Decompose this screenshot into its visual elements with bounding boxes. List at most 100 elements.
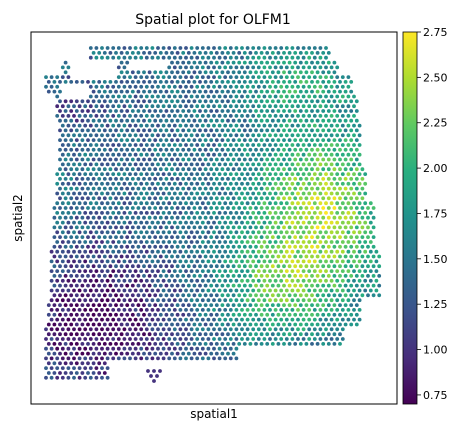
spot	[111, 249, 116, 254]
spot	[178, 172, 183, 177]
spot	[354, 138, 359, 143]
spot	[125, 303, 130, 307]
spot	[77, 375, 82, 380]
spot	[332, 293, 337, 298]
spot	[139, 220, 144, 225]
spot	[128, 162, 132, 167]
spot	[133, 191, 138, 196]
spot	[74, 274, 79, 278]
spot	[108, 303, 113, 307]
spot	[310, 312, 314, 317]
spot	[72, 201, 76, 206]
spot	[130, 254, 135, 259]
spot	[170, 167, 174, 172]
spot	[220, 254, 225, 259]
spot	[312, 230, 317, 235]
spot	[58, 186, 62, 191]
colorbar-ticks: 0.751.001.251.501.752.002.252.502.75	[417, 26, 448, 402]
spot	[287, 254, 292, 259]
spot	[321, 177, 326, 181]
spot	[318, 308, 323, 312]
spot	[363, 259, 368, 264]
spot	[245, 84, 250, 89]
spot	[102, 361, 107, 366]
spot	[195, 181, 200, 186]
spot	[321, 322, 326, 327]
spot	[223, 75, 228, 79]
spot	[142, 177, 146, 181]
spot	[220, 225, 225, 230]
spot	[245, 308, 250, 312]
spot	[97, 274, 102, 278]
spot	[161, 143, 166, 147]
spot	[284, 191, 289, 196]
spot	[234, 133, 239, 138]
spot	[142, 303, 146, 307]
spot	[273, 104, 278, 109]
spot	[175, 147, 180, 152]
spot	[240, 152, 244, 157]
spot	[52, 293, 57, 298]
spot	[338, 225, 342, 230]
spot	[100, 220, 104, 225]
spot	[102, 274, 107, 278]
spot	[66, 327, 71, 332]
spot	[228, 55, 233, 60]
spot	[310, 157, 314, 162]
spot	[298, 157, 303, 162]
spot	[248, 225, 253, 230]
spot	[304, 89, 309, 94]
spot	[178, 162, 183, 167]
spot	[262, 230, 267, 235]
spot	[312, 317, 317, 322]
spot	[72, 114, 76, 118]
spot	[248, 264, 253, 269]
spot	[147, 254, 152, 259]
spot	[91, 80, 96, 84]
spot	[74, 361, 79, 366]
spot	[164, 157, 169, 162]
spot	[335, 94, 340, 99]
spot	[268, 308, 272, 312]
spot	[228, 337, 233, 341]
spot	[251, 46, 256, 50]
spot	[186, 283, 191, 288]
spot	[206, 356, 211, 361]
spot	[58, 351, 62, 356]
spot	[164, 109, 169, 113]
spot	[60, 278, 65, 283]
spot	[119, 177, 124, 181]
spot	[234, 84, 239, 89]
spot	[94, 259, 99, 264]
spot	[184, 201, 188, 206]
spot	[86, 293, 90, 298]
spot	[212, 259, 216, 264]
spot	[86, 186, 90, 191]
spot	[91, 332, 96, 337]
spot	[217, 84, 222, 89]
spot	[156, 249, 160, 254]
spot	[192, 186, 197, 191]
spot	[158, 177, 163, 181]
spot	[147, 264, 152, 269]
spot	[284, 94, 289, 99]
spot	[170, 235, 174, 240]
spot	[298, 244, 303, 249]
spot	[346, 172, 351, 177]
spot	[97, 186, 102, 191]
spot	[329, 298, 334, 303]
spot	[94, 84, 99, 89]
spot	[217, 143, 222, 147]
spot	[198, 303, 202, 307]
spot	[164, 186, 169, 191]
spot	[304, 196, 309, 201]
spot	[63, 322, 68, 327]
spot	[178, 230, 183, 235]
spot	[312, 211, 317, 215]
spot	[63, 225, 68, 230]
spot	[217, 356, 222, 361]
spot	[265, 322, 270, 327]
spot	[142, 51, 146, 55]
spot	[284, 317, 289, 322]
